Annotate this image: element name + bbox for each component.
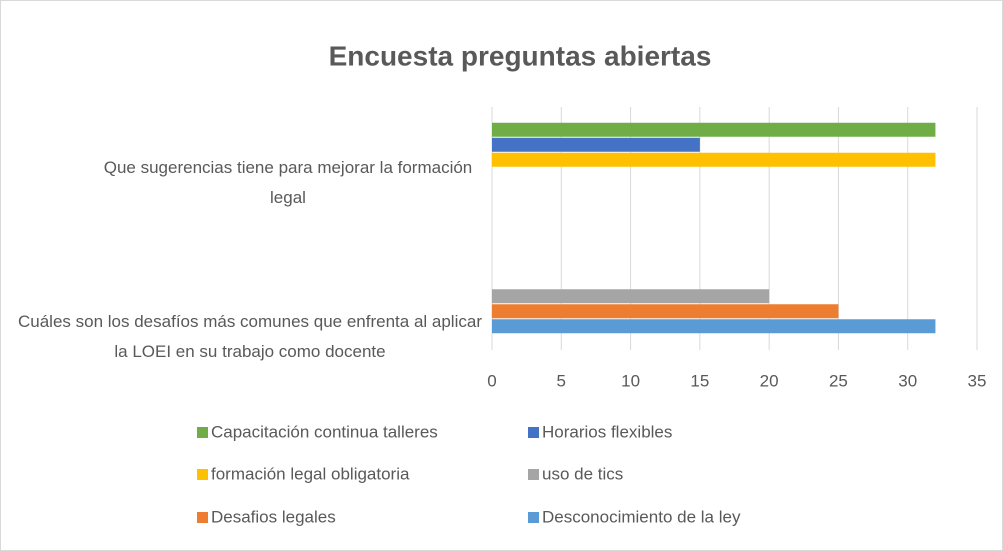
legend-swatch [528, 469, 539, 480]
legend-swatch [528, 512, 539, 523]
bar [492, 137, 700, 152]
legend-swatch [197, 512, 208, 523]
bar [492, 304, 839, 319]
x-tick-label: 0 [487, 371, 496, 390]
legend-swatch [197, 469, 208, 480]
x-tick-label: 30 [898, 371, 917, 390]
x-tick-label: 20 [760, 371, 779, 390]
x-tick-label: 25 [829, 371, 848, 390]
legend-swatch [528, 427, 539, 438]
legend-label: Desafios legales [211, 507, 336, 526]
y-tick-label: Que sugerencias tiene para mejorar la fo… [103, 157, 473, 207]
legend-label: Horarios flexibles [542, 422, 672, 441]
x-tick-label: 5 [557, 371, 566, 390]
legend-swatch [197, 427, 208, 438]
bar [492, 122, 936, 137]
bar [492, 289, 770, 304]
chart-title: Encuesta preguntas abiertas [329, 40, 712, 71]
legend-label: Capacitación continua talleres [211, 422, 438, 441]
bar [492, 319, 936, 334]
x-tick-label: 35 [968, 371, 987, 390]
x-tick-label: 15 [690, 371, 709, 390]
bar [492, 152, 936, 167]
legend-label: Desconocimiento de la ley [542, 507, 741, 526]
x-tick-label: 10 [621, 371, 640, 390]
legend-label: uso de tics [542, 464, 623, 483]
y-tick-label: Cuáles son los desafíos más comunes que … [18, 312, 482, 362]
legend-label: formación legal obligatoria [211, 464, 410, 483]
